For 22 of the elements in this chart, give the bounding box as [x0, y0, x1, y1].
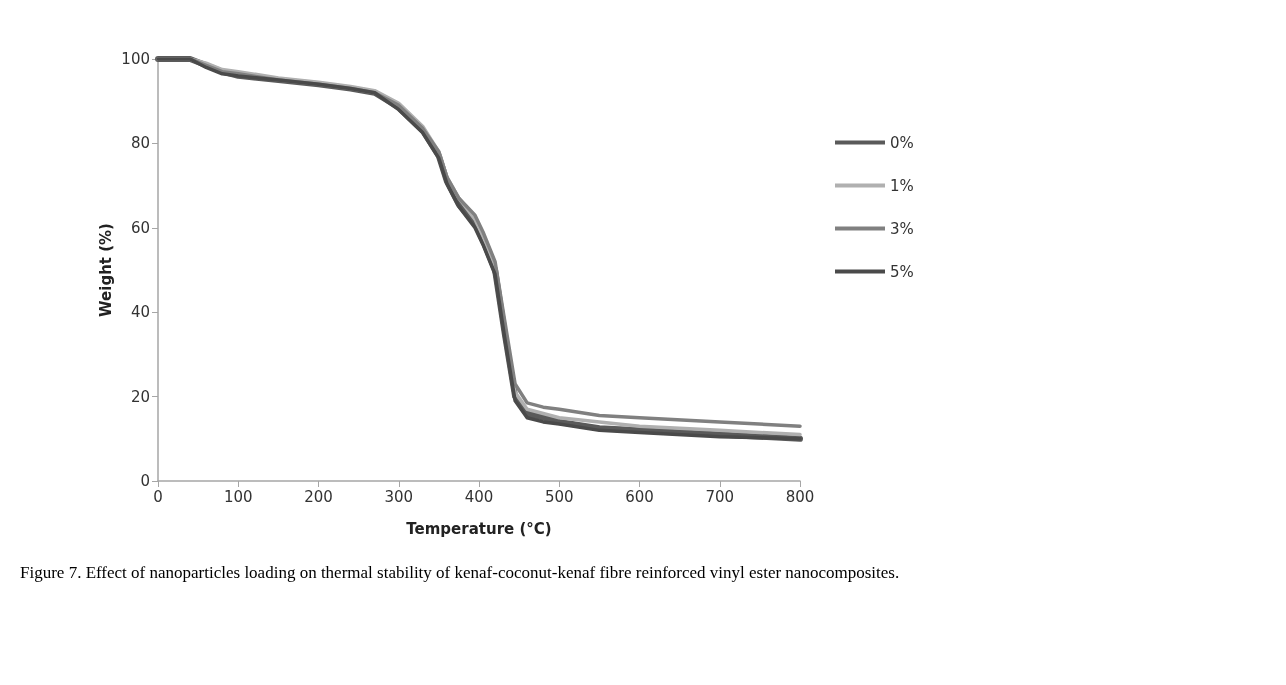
caption: Figure 7. Effect of nanoparticles loading on thermal stability of kenaf-coconut-kenaf fibre reinforced vinyl ester nanocomposites. — [20, 562, 900, 582]
x-tick-label: 200 — [304, 487, 333, 506]
x-tick-label: 500 — [544, 487, 574, 506]
x-tick-label: 800 — [785, 487, 815, 506]
y-tick-label: 80 — [130, 134, 150, 153]
x-tick-label: 300 — [384, 487, 414, 506]
y-axis-title: Weight (%) — [96, 223, 115, 317]
legend-label: 5% — [890, 262, 914, 281]
y-tick-label: 0 — [140, 472, 150, 490]
y-tick-label: 100 — [121, 50, 150, 68]
x-tick-label: 100 — [223, 487, 253, 506]
x-tick-label: 0 — [153, 487, 163, 506]
legend-label: 3% — [890, 219, 914, 238]
x-tick-label: 600 — [625, 487, 654, 506]
x-tick-label: 700 — [705, 487, 735, 506]
x-axis-title: Temperature (°C) — [406, 519, 552, 538]
x-tick-label: 400 — [464, 487, 494, 506]
legend-label: 1% — [890, 176, 914, 195]
legend-label: 0% — [890, 133, 914, 152]
y-tick-label: 60 — [130, 218, 150, 237]
y-tick-label: 20 — [130, 387, 150, 406]
y-tick-label: 40 — [130, 303, 150, 322]
